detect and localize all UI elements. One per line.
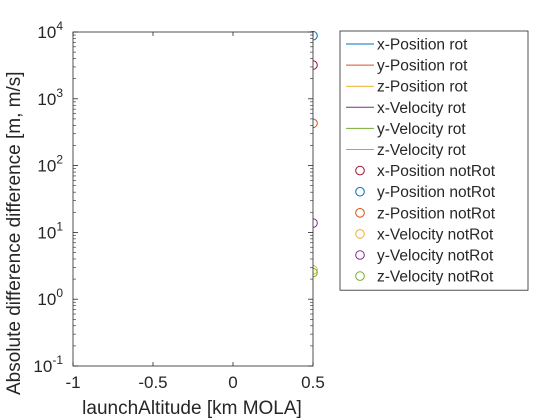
x-tick-label: 0.5 [301,373,325,392]
x-axis-label: launchAltitude [km MOLA] [82,398,302,419]
legend-swatch-z-velocity-notrot [355,271,365,281]
y-tick-label: 10-1 [33,353,63,376]
axes-box [72,31,314,367]
axes: -1 -0.5 0 0.5 10-1 100 101 102 103 104 [33,19,324,392]
y-tick-label: 100 [37,286,63,309]
legend-label-x-position-notrot: x-Position notRot [377,163,496,180]
legend-label-x-velocity-rot: x-Velocity rot [377,100,466,117]
legend-label-y-position-notrot: y-Position notRot [377,184,496,201]
legend-label-x-position-rot: x-Position rot [377,37,468,54]
legend-swatch-z-position-notrot [355,208,365,218]
legend-label-z-velocity-notrot: z-Velocity notRot [377,269,494,286]
x-tick-label: -0.5 [138,373,167,392]
y-tick-label: 101 [37,219,63,242]
legend-label-y-velocity-notrot: y-Velocity notRot [377,248,494,265]
legend-swatch-y-velocity-notrot [355,250,365,260]
x-tick-label: 0 [228,373,237,392]
legend-swatch-y-position-notrot [355,186,365,197]
legend-label-z-velocity-rot: z-Velocity rot [377,142,466,159]
y-tick-label: 102 [37,153,63,176]
legend-box [339,30,529,291]
legend-label-x-velocity-notrot: x-Velocity notRot [377,226,494,243]
y-tick-label: 104 [37,19,63,42]
x-tick-label: -1 [65,373,80,392]
legend-label-z-position-notrot: z-Position notRot [377,205,496,222]
y-tick-label: 103 [37,86,63,109]
y-axis-label: Absolute difference difference [m, m/s] [4,71,25,395]
legend-label-y-velocity-rot: y-Velocity rot [377,121,466,138]
legend-label-z-position-rot: z-Position rot [377,79,468,96]
legend-swatch-x-position-notrot [355,165,365,176]
legend-label-y-position-rot: y-Position rot [377,58,468,75]
legend: x-Position rot y-Position rot z-Position r… [339,30,529,291]
legend-swatch-x-velocity-notrot [355,229,365,239]
